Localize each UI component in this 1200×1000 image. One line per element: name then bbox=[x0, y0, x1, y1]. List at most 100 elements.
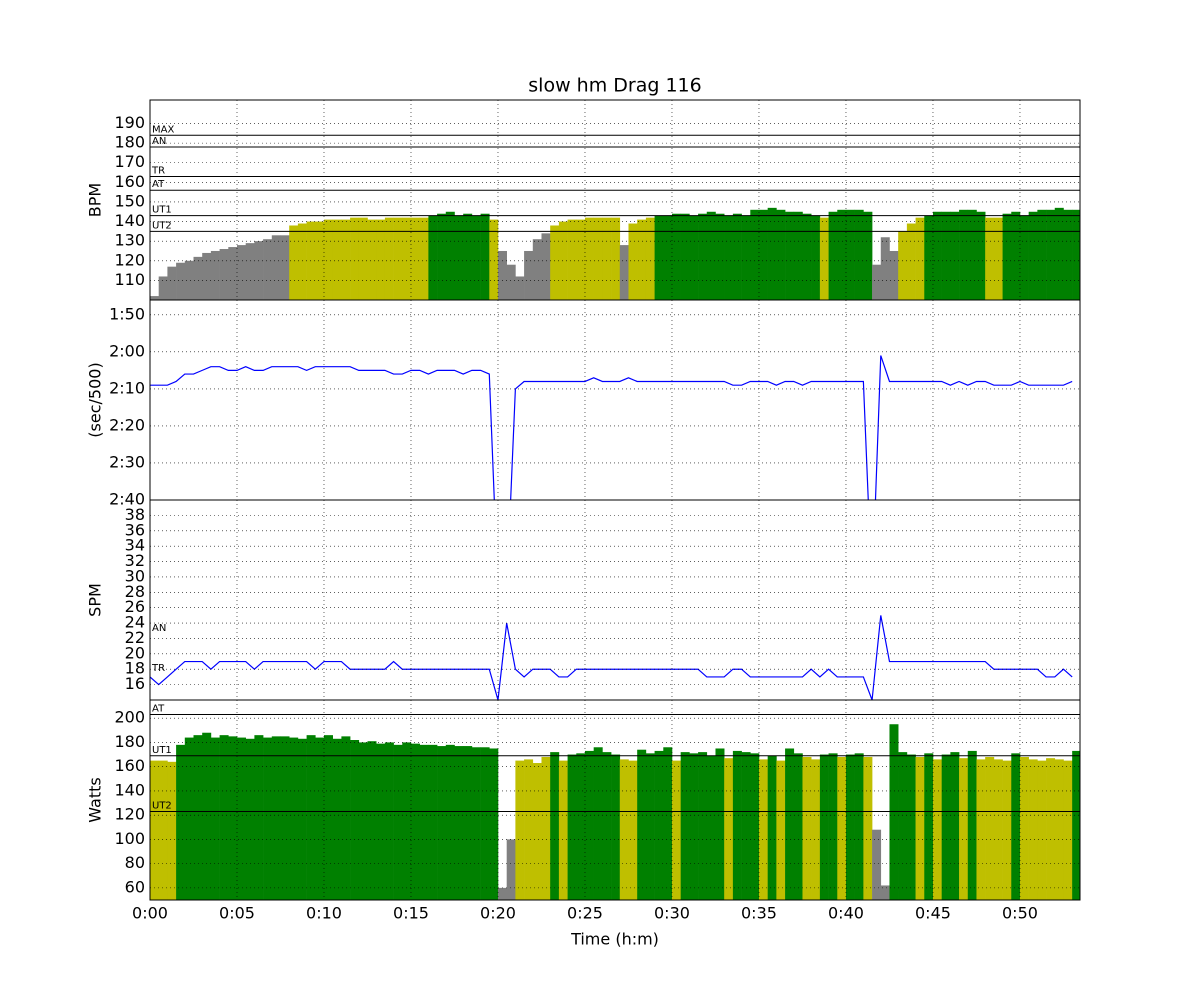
bar bbox=[202, 252, 212, 300]
bar bbox=[1011, 753, 1021, 900]
bar bbox=[689, 215, 699, 300]
bar bbox=[463, 213, 473, 300]
bar bbox=[602, 752, 612, 900]
bar bbox=[828, 211, 838, 300]
y-tick-label: 180 bbox=[114, 732, 145, 751]
bar bbox=[550, 225, 560, 300]
zone-label: AT bbox=[152, 179, 165, 190]
zone-label: MAX bbox=[152, 124, 174, 135]
bar bbox=[785, 748, 795, 900]
y-tick-label: 2:00 bbox=[109, 341, 145, 360]
bar bbox=[932, 211, 942, 300]
bar bbox=[271, 736, 281, 900]
bar bbox=[384, 217, 394, 300]
bar bbox=[350, 217, 360, 300]
bar bbox=[376, 219, 386, 300]
bar bbox=[245, 243, 255, 300]
bar bbox=[271, 235, 281, 300]
bar bbox=[776, 760, 786, 900]
bar bbox=[497, 250, 507, 300]
bar bbox=[341, 736, 351, 900]
y-tick-label: 80 bbox=[125, 853, 145, 872]
y-tick-label: 160 bbox=[114, 756, 145, 775]
bar bbox=[254, 735, 264, 900]
bar bbox=[358, 742, 368, 900]
bar bbox=[680, 213, 690, 300]
bar bbox=[924, 753, 934, 900]
bar bbox=[550, 752, 560, 900]
bar bbox=[480, 747, 490, 900]
y-tick-label: 160 bbox=[114, 172, 145, 191]
bar bbox=[410, 217, 420, 300]
bar bbox=[150, 760, 159, 900]
bar bbox=[819, 754, 829, 900]
x-tick-label: 0:45 bbox=[915, 904, 951, 923]
bar bbox=[219, 249, 229, 300]
bar bbox=[845, 209, 855, 300]
bar bbox=[1046, 758, 1056, 900]
bar bbox=[280, 235, 290, 300]
bar bbox=[967, 750, 977, 900]
bar bbox=[367, 741, 377, 900]
x-tick-label: 0:25 bbox=[567, 904, 603, 923]
bar bbox=[698, 213, 708, 300]
bar bbox=[889, 250, 899, 300]
bar bbox=[741, 215, 751, 300]
bar bbox=[350, 740, 360, 900]
bar bbox=[706, 211, 716, 300]
x-tick-label: 0:40 bbox=[828, 904, 864, 923]
bar bbox=[315, 221, 325, 300]
bar bbox=[228, 736, 238, 900]
bar bbox=[297, 738, 307, 900]
bar bbox=[489, 748, 499, 900]
bar bbox=[1028, 211, 1038, 300]
bar bbox=[811, 215, 821, 300]
bar bbox=[306, 735, 316, 900]
bar bbox=[828, 753, 838, 900]
bar bbox=[437, 213, 447, 300]
bar bbox=[611, 217, 621, 300]
y-axis-label: SPM bbox=[86, 583, 105, 617]
x-tick-label: 0:00 bbox=[132, 904, 168, 923]
bar bbox=[863, 756, 873, 900]
bar bbox=[506, 264, 516, 300]
bar bbox=[315, 737, 325, 900]
bar bbox=[471, 215, 481, 300]
bar bbox=[950, 211, 960, 300]
x-tick-label: 0:30 bbox=[654, 904, 690, 923]
y-tick-label: 200 bbox=[114, 708, 145, 727]
bar bbox=[872, 264, 882, 300]
plot-area bbox=[150, 355, 1073, 500]
bar bbox=[584, 750, 594, 900]
bar bbox=[1011, 211, 1021, 300]
bar bbox=[393, 744, 403, 900]
bar bbox=[663, 215, 673, 300]
bar bbox=[280, 736, 290, 900]
bar bbox=[236, 245, 246, 300]
chart-title: slow hm Drag 116 bbox=[528, 75, 701, 97]
bar bbox=[811, 759, 821, 900]
bar bbox=[785, 211, 795, 300]
bar bbox=[393, 217, 403, 300]
bar bbox=[619, 759, 629, 900]
zone-label: TR bbox=[151, 165, 165, 176]
bar bbox=[689, 753, 699, 900]
bar bbox=[819, 217, 829, 300]
bar bbox=[497, 887, 507, 900]
bar bbox=[1046, 209, 1056, 300]
bar bbox=[750, 753, 760, 900]
bar bbox=[367, 219, 377, 300]
line bbox=[150, 615, 1073, 700]
bar bbox=[454, 746, 464, 900]
bar bbox=[1002, 760, 1012, 900]
bar bbox=[941, 754, 951, 900]
bar bbox=[332, 738, 342, 900]
bar bbox=[184, 260, 194, 300]
bar bbox=[402, 742, 412, 900]
bar bbox=[263, 737, 273, 900]
bar bbox=[210, 250, 220, 300]
bar bbox=[158, 760, 168, 900]
y-tick-label: 18 bbox=[125, 659, 145, 678]
